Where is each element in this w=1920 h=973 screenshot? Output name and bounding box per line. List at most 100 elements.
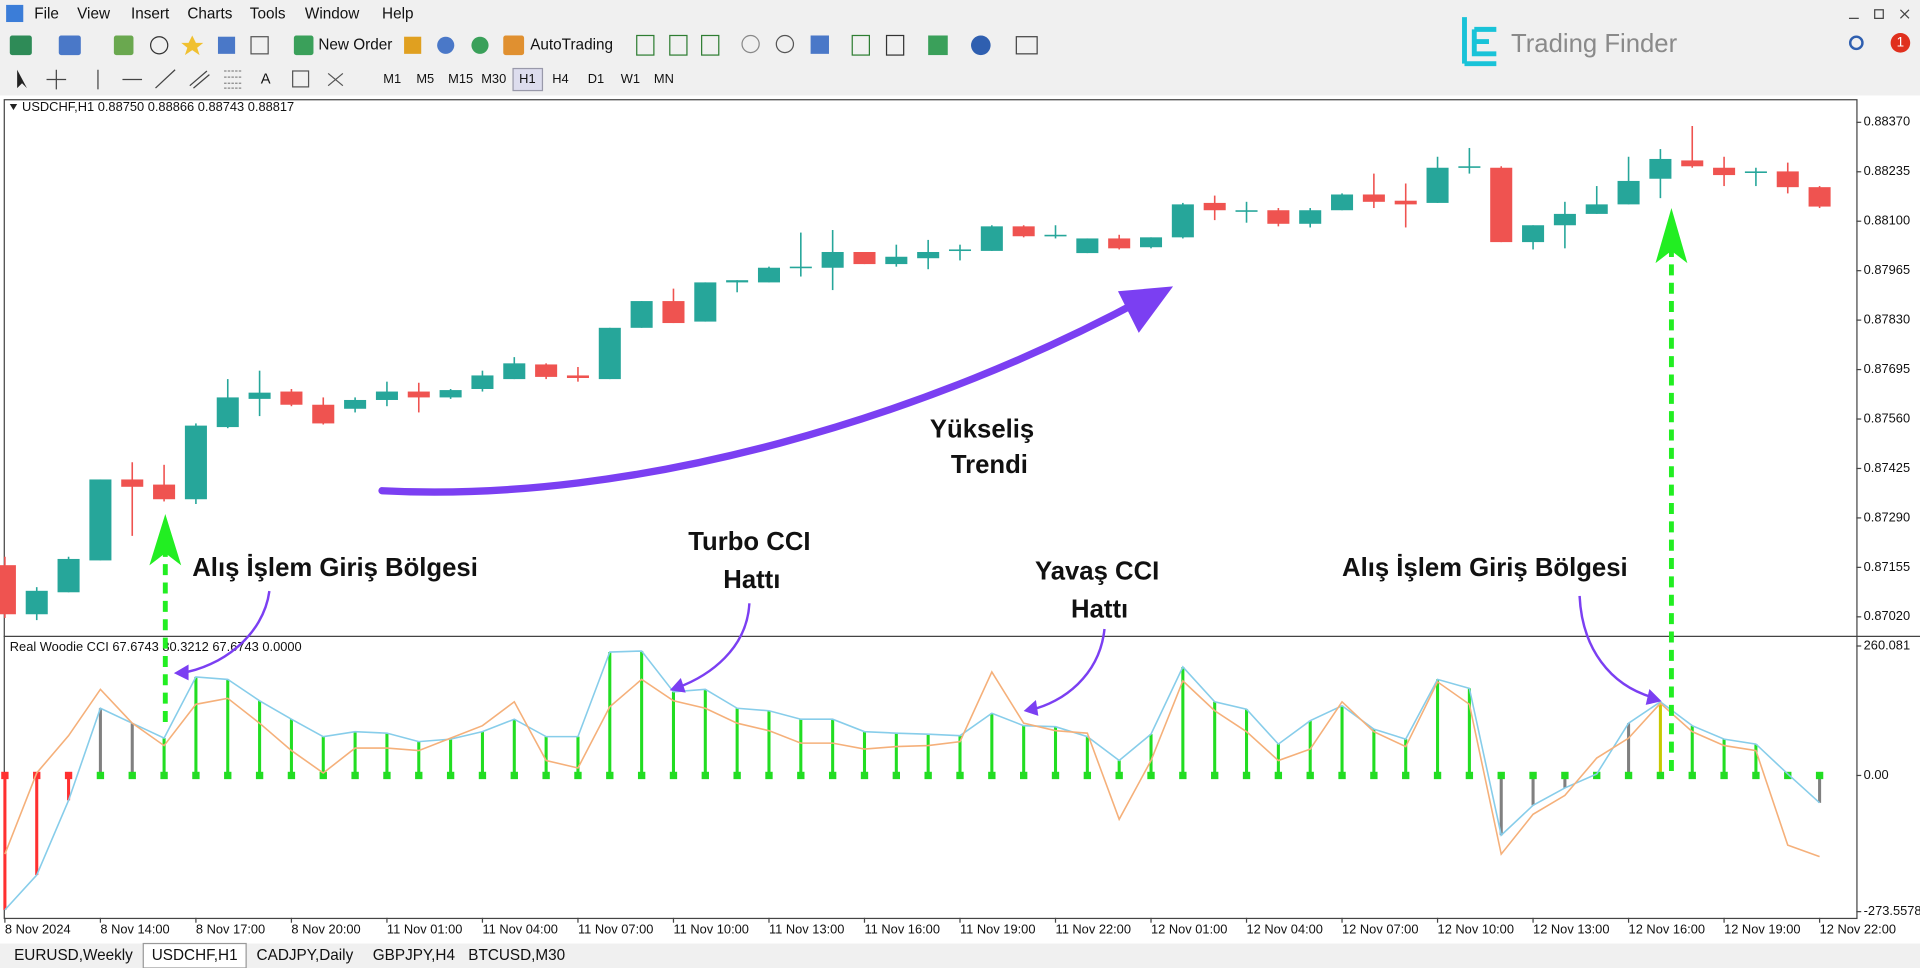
timeframe[interactable]: H4 (552, 71, 568, 86)
tool-icon[interactable] (669, 34, 688, 56)
menu-item[interactable]: Window (305, 6, 360, 23)
candle-body (1012, 226, 1035, 237)
search-icon[interactable] (1848, 35, 1864, 51)
timeframe[interactable]: D1 (588, 71, 604, 86)
candle-body (1076, 238, 1099, 254)
zero-dot (1179, 771, 1187, 780)
timeframe[interactable]: M30 (481, 71, 506, 86)
candle-body (789, 266, 812, 269)
tool-icon[interactable] (189, 70, 210, 89)
tool-icon[interactable] (292, 70, 310, 88)
close[interactable] (1899, 9, 1910, 19)
menu-item[interactable]: Help (382, 6, 413, 23)
candle-body (853, 251, 876, 265)
tool-icon[interactable] (224, 70, 242, 89)
x-tick-label: 12 Nov 22:00 (1820, 921, 1896, 936)
timeframe[interactable]: M1 (383, 71, 401, 86)
tool-icon[interactable] (217, 36, 236, 54)
candle-body (1299, 210, 1322, 224)
tool-icon[interactable] (9, 35, 32, 56)
candle-body (344, 399, 367, 409)
tool-icon[interactable] (775, 34, 795, 54)
tool-icon[interactable] (404, 36, 422, 54)
arrow-head (1645, 688, 1662, 705)
entry-arrow-head (1655, 208, 1688, 264)
zero-dot (1561, 771, 1569, 780)
timeframe[interactable]: W1 (621, 71, 640, 86)
zero-dot (606, 771, 614, 780)
zero-dot (1656, 771, 1665, 780)
tool-icon[interactable] (503, 35, 525, 56)
zero-dot (1083, 771, 1092, 780)
tab[interactable]: GBPJPY,H4 (373, 947, 456, 964)
zero-dot (351, 771, 359, 780)
tool-icon[interactable] (851, 34, 870, 56)
tool-icon[interactable] (971, 35, 991, 56)
restore[interactable] (1874, 9, 1884, 19)
tab-bar (0, 943, 1920, 968)
timeframe[interactable]: H1 (519, 71, 535, 86)
chart-menu[interactable] (9, 104, 18, 111)
candle-body (598, 327, 621, 380)
tool-icon[interactable] (327, 72, 344, 87)
timeframe[interactable]: MN (654, 71, 674, 86)
tool-icon[interactable] (928, 35, 948, 56)
y-tick-label: 0.87695 (1864, 361, 1910, 376)
tool-icon[interactable] (885, 34, 905, 56)
zero-dot (478, 771, 487, 780)
candle-body (1490, 167, 1513, 243)
tool-icon[interactable] (1015, 36, 1038, 55)
menu-item[interactable]: Tools (250, 6, 286, 23)
y-tick-label: 0.87830 (1864, 312, 1910, 327)
tool-icon[interactable] (810, 35, 829, 54)
tool-icon[interactable] (113, 35, 134, 56)
y-tick-label: 260.081 (1864, 637, 1910, 652)
tab[interactable]: CADJPY,Daily (257, 947, 354, 964)
trend-arrow-head (1117, 286, 1174, 333)
candle-body (1203, 202, 1226, 211)
tool-icon[interactable] (250, 36, 269, 55)
new-order-button[interactable]: New Order (318, 36, 392, 53)
callout-arrow (1578, 595, 1654, 699)
annotation: Turbo CCI (688, 528, 810, 556)
tool-icon[interactable] (741, 34, 760, 54)
x-tick-label: 11 Nov 16:00 (864, 921, 939, 936)
x-tick-label: 12 Nov 16:00 (1629, 921, 1705, 936)
timeframe[interactable]: M15 (448, 71, 473, 86)
entry-arrow-head (149, 513, 182, 566)
tool-icon[interactable]: A (261, 71, 271, 87)
chart-header: USDCHF,H1 0.88750 0.88866 0.88743 0.8881… (22, 99, 294, 114)
menu-item[interactable]: Charts (187, 6, 232, 23)
candle-body (821, 251, 844, 268)
tool-icon[interactable] (293, 35, 314, 56)
tool-icon[interactable] (701, 34, 720, 56)
autotrading-button[interactable]: AutoTrading (530, 36, 613, 53)
tab[interactable]: USDCHF,H1 (152, 947, 238, 964)
candle-body (1808, 187, 1831, 207)
tab[interactable]: EURUSD,Weekly (14, 947, 133, 964)
tool-icon[interactable] (155, 69, 176, 89)
tool-icon[interactable] (636, 34, 655, 56)
tool-icon[interactable] (150, 36, 169, 55)
menu-item[interactable]: Insert (131, 6, 170, 23)
tool-icon[interactable] (437, 36, 455, 54)
candle-body (630, 301, 653, 328)
menu-item[interactable]: File (34, 6, 59, 23)
candle-body (1681, 160, 1704, 167)
candle-body (153, 484, 176, 500)
arrow-head (669, 677, 686, 693)
candle-body (1362, 194, 1385, 202)
zero-dot (956, 771, 964, 780)
tool-icon[interactable] (181, 35, 204, 56)
timeframe[interactable]: M5 (416, 71, 434, 86)
menu-item[interactable]: View (77, 6, 111, 23)
zero-dot (1370, 771, 1378, 780)
y-tick-label: 0.87965 (1864, 262, 1910, 277)
tool-icon[interactable] (471, 36, 489, 54)
annotation-arrows (149, 208, 1688, 771)
tool-icon[interactable] (58, 35, 81, 56)
notification-badge[interactable] (1890, 33, 1911, 53)
tab[interactable]: BTCUSD,M30 (468, 947, 565, 964)
tool-icon[interactable] (46, 69, 67, 90)
